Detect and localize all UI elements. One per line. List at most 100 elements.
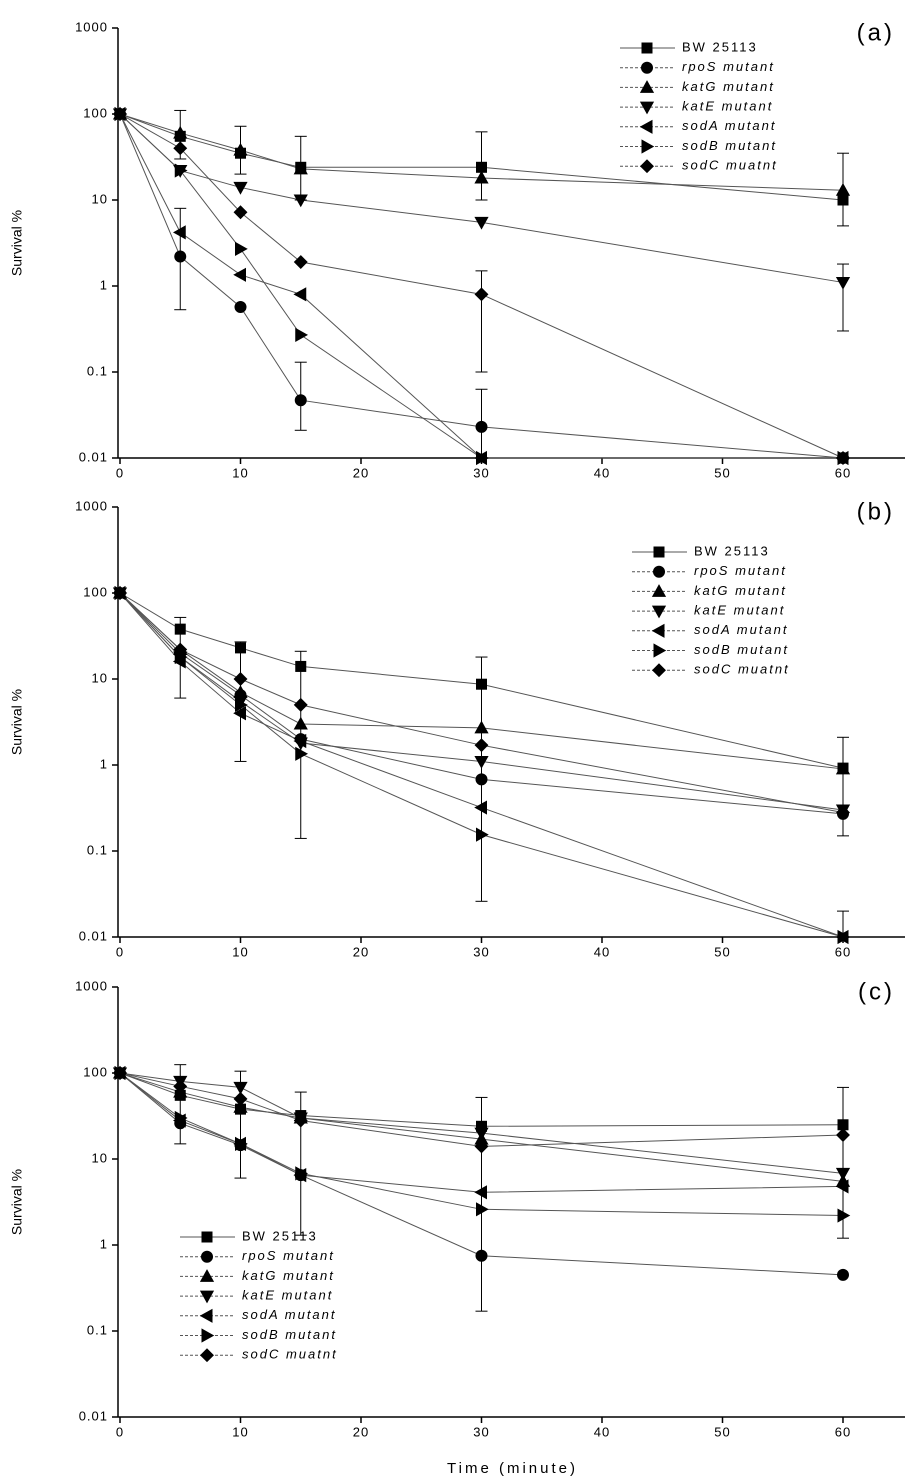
marker (293, 287, 307, 302)
x-tick-label: 40 (594, 465, 610, 480)
marker (835, 182, 851, 196)
marker (295, 660, 307, 672)
legend-marker (199, 1308, 213, 1323)
series-line (119, 1072, 844, 1193)
series-line (119, 113, 844, 191)
marker (293, 697, 308, 712)
series-line (119, 592, 844, 814)
y-tick-label: 1000 (75, 978, 108, 993)
legend-label: sodA mutant (242, 1307, 337, 1322)
marker (174, 623, 186, 635)
y-axis-title: Survival % (9, 210, 25, 276)
marker (235, 697, 248, 712)
marker (474, 1127, 489, 1141)
y-tick-label: 100 (83, 1064, 108, 1079)
marker (235, 1136, 248, 1151)
legend-marker (653, 546, 665, 558)
legend-label: katG mutant (242, 1268, 335, 1283)
series-line (119, 1072, 844, 1276)
marker (475, 1249, 488, 1262)
legend-marker (199, 1269, 215, 1282)
y-tick-label: 1000 (75, 498, 108, 513)
y-tick-label: 1 (100, 756, 108, 771)
y-tick-label: 10 (92, 1150, 108, 1165)
legend-marker (653, 643, 667, 658)
error-bar (837, 736, 849, 837)
legend-label: katE mutant (682, 99, 773, 114)
legend-label: BW 25113 (694, 543, 770, 558)
legend-marker (639, 119, 653, 134)
x-axis-title: Time (minute) (447, 1460, 578, 1477)
legend-marker (640, 159, 654, 174)
y-tick-label: 0.01 (79, 928, 108, 943)
marker (233, 1099, 248, 1113)
marker (172, 225, 186, 240)
marker (474, 738, 489, 753)
legend-marker (641, 42, 653, 54)
x-tick-label: 30 (473, 1424, 489, 1439)
series-line (119, 113, 844, 459)
marker (476, 678, 487, 690)
marker (295, 327, 309, 343)
marker (235, 241, 248, 257)
y-tick-label: 0.1 (87, 842, 108, 857)
marker (476, 1202, 489, 1217)
legend-marker (201, 1250, 213, 1263)
legend-marker (199, 1290, 215, 1304)
legend-label: katE mutant (242, 1288, 333, 1303)
y-tick-label: 1 (100, 1236, 108, 1251)
error-bar (837, 263, 849, 332)
marker (173, 125, 188, 139)
marker (837, 929, 851, 945)
marker (173, 141, 188, 156)
y-tick-label: 0.1 (87, 363, 108, 378)
y-tick-label: 10 (92, 191, 108, 206)
marker (113, 107, 127, 121)
x-tick-label: 40 (594, 944, 610, 959)
marker (293, 255, 308, 269)
legend-label: sodB mutant (242, 1327, 337, 1342)
marker (476, 827, 489, 842)
panel-label: (b) (857, 498, 895, 525)
y-tick-label: 1 (100, 277, 108, 292)
legend-marker (639, 80, 655, 93)
error-bar (475, 270, 488, 373)
marker (173, 642, 188, 657)
x-tick-label: 20 (353, 1424, 369, 1439)
marker (836, 1128, 850, 1142)
x-tick-label: 30 (473, 465, 489, 480)
legend-label: BW 25113 (242, 1228, 318, 1243)
y-axis-title: Survival % (9, 1169, 25, 1235)
marker (233, 1091, 248, 1106)
x-tick-label: 0 (116, 1424, 124, 1439)
marker (174, 163, 188, 178)
series-line (119, 592, 844, 815)
legend-label: sodC muatnt (682, 158, 778, 173)
marker (294, 394, 307, 407)
x-tick-label: 0 (116, 944, 124, 959)
marker (233, 142, 248, 156)
legend-label: sodA mutant (694, 622, 789, 637)
marker (233, 205, 248, 220)
marker (173, 1079, 188, 1094)
marker (293, 161, 308, 175)
x-tick-label: 60 (835, 944, 851, 959)
x-tick-label: 40 (594, 1424, 610, 1439)
marker (233, 706, 246, 721)
legend-marker (641, 61, 653, 74)
y-tick-label: 0.01 (79, 1408, 108, 1423)
y-tick-label: 10 (92, 670, 108, 685)
marker (837, 1268, 849, 1281)
marker (474, 170, 489, 184)
legend-label: katG mutant (694, 583, 787, 598)
y-tick-label: 0.1 (87, 1322, 108, 1337)
marker (474, 720, 489, 734)
marker (476, 450, 489, 466)
marker (835, 1179, 849, 1194)
legend-marker (641, 139, 655, 154)
series-line (119, 592, 844, 938)
marker (837, 1208, 851, 1223)
marker (113, 586, 127, 600)
panel-label: (a) (857, 19, 895, 46)
